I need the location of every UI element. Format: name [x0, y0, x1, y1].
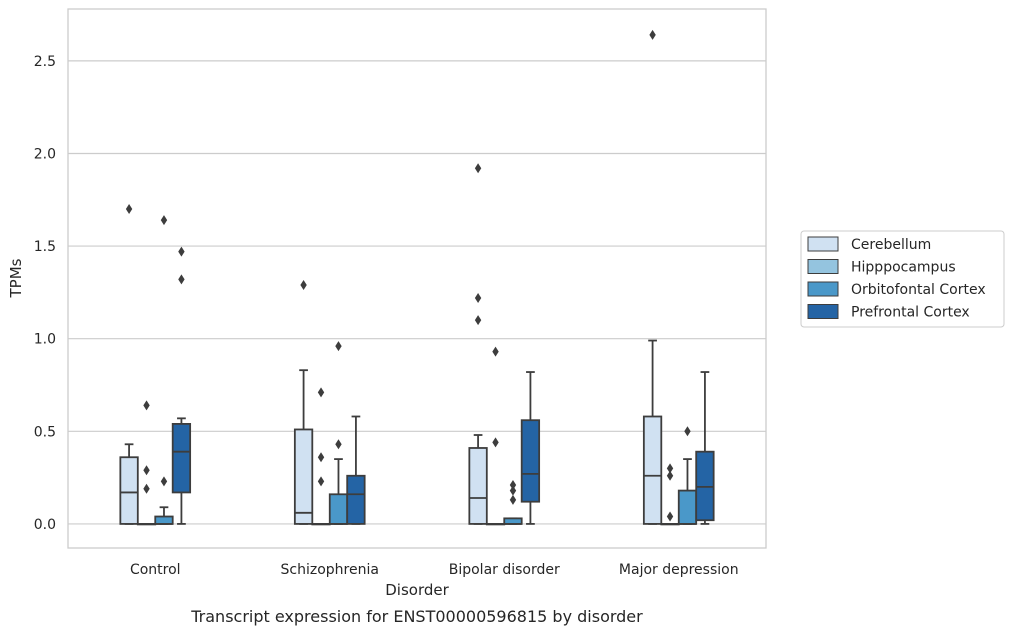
outlier-point — [335, 341, 342, 352]
y-tick-label: 1.5 — [34, 239, 56, 255]
box-prefrontal-cortex — [695, 371, 715, 525]
x-tick-label: Control — [130, 562, 181, 578]
outlier-point — [474, 292, 482, 303]
legend-label: Prefrontal Cortex — [851, 305, 970, 321]
legend: Cerebellum Hipppocampus Orbitofontal Corte… — [800, 230, 1005, 328]
box-prefrontal-cortex — [171, 246, 192, 525]
outlier-point — [160, 215, 168, 226]
box-orbitofontal-cortex — [154, 215, 174, 525]
outlier-point — [474, 163, 482, 174]
legend-swatch — [807, 304, 839, 319]
y-tick-label: 0.0 — [34, 517, 56, 533]
box-prefrontal-cortex — [346, 415, 366, 525]
box-cerebellum — [293, 279, 314, 525]
outlier-point — [666, 463, 674, 474]
box-iqr — [346, 474, 366, 525]
outlier-point — [492, 437, 499, 448]
y-tick-label: 2.0 — [34, 146, 56, 162]
x-axis-label: Disorder — [385, 581, 449, 599]
box-iqr — [642, 415, 663, 525]
box-iqr — [171, 423, 192, 494]
box-plots — [119, 29, 715, 526]
outlier-point — [509, 480, 517, 491]
box-orbitofontal-cortex — [328, 341, 349, 525]
outlier-point — [474, 315, 482, 326]
y-tick-labels: 0.0 0.5 1.0 1.5 2.0 2.5 — [34, 54, 56, 533]
outlier-point — [125, 204, 133, 215]
box-iqr — [520, 419, 541, 503]
box-prefrontal-cortex — [520, 371, 541, 525]
legend-label: Hipppocampus — [851, 260, 956, 276]
outlier-point — [317, 476, 325, 487]
box-iqr — [468, 447, 488, 525]
outlier-point — [649, 29, 656, 40]
outlier-point — [509, 485, 517, 496]
y-axis-label: TPMs — [7, 258, 25, 298]
outlier-point — [317, 387, 325, 398]
box-iqr — [695, 450, 715, 522]
outlier-point — [300, 279, 307, 290]
legend-label: Orbitofontal Cortex — [851, 282, 986, 298]
x-tick-labels: Control Schizophrenia Bipolar disorder Majo… — [130, 562, 739, 578]
box-hipppocampus — [485, 346, 506, 526]
box-orbitofontal-cortex — [677, 426, 698, 525]
y-tick-label: 0.5 — [34, 424, 56, 440]
outlier-point — [317, 452, 325, 463]
box-cerebellum — [468, 163, 488, 525]
outlier-point — [160, 476, 168, 487]
legend-swatch — [807, 281, 839, 297]
outlier-point — [666, 511, 674, 522]
outlier-point — [143, 483, 150, 494]
y-tick-label: 2.5 — [34, 54, 56, 70]
x-tick-label: Schizophrenia — [281, 562, 379, 578]
box-cerebellum — [642, 29, 663, 525]
legend-swatch — [807, 259, 839, 274]
legend-label: Cerebellum — [851, 237, 931, 253]
box-hipppocampus — [660, 463, 680, 526]
legend-swatch — [807, 236, 839, 252]
y-tick-label: 1.0 — [34, 332, 56, 348]
outlier-point — [335, 439, 342, 450]
outlier-point — [178, 246, 185, 257]
chart-caption: Transcript expression for ENST0000059681… — [190, 607, 643, 626]
box-iqr — [154, 515, 174, 525]
box-cerebellum — [119, 204, 139, 525]
outlier-point — [143, 465, 150, 476]
box-iqr — [119, 456, 139, 525]
outlier-point — [684, 426, 691, 437]
box-iqr — [293, 428, 314, 525]
outlier-point — [178, 274, 185, 285]
plot-frame — [67, 8, 767, 549]
x-tick-label: Bipolar disorder — [449, 562, 560, 578]
box-hipppocampus — [311, 387, 331, 526]
box-hipppocampus — [136, 400, 157, 526]
x-tick-label: Major depression — [619, 562, 739, 578]
outlier-point — [509, 494, 517, 505]
legend-frame — [800, 230, 1005, 328]
outlier-point — [143, 400, 150, 411]
outlier-point — [492, 346, 499, 357]
outlier-point — [666, 470, 674, 481]
box-iqr — [328, 493, 349, 525]
box-iqr — [677, 489, 698, 525]
box-orbitofontal-cortex — [503, 480, 523, 525]
